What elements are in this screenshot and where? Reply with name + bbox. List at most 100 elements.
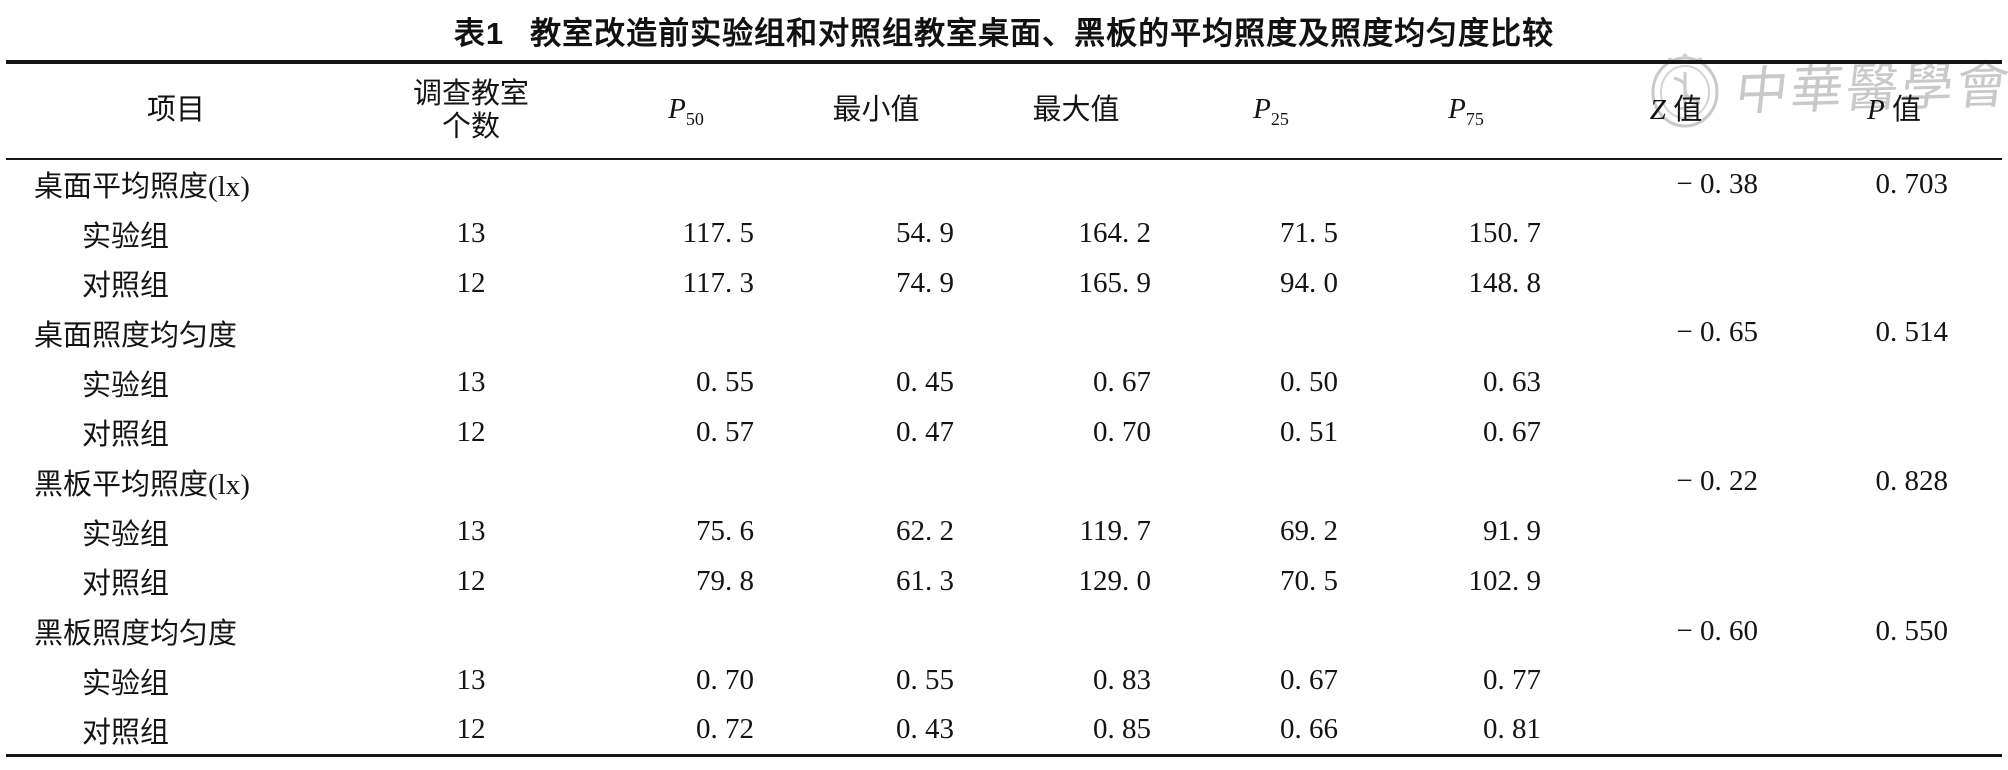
item-label-cell: 桌面平均照度(lx) — [34, 171, 250, 204]
value-cell: 0. 63 — [1483, 366, 1541, 399]
value-cell: 12 — [456, 415, 486, 448]
value-cell: 129. 0 — [1078, 564, 1152, 597]
value-cell: 0. 67 — [1483, 415, 1541, 448]
item-label-cell: 对照组 — [82, 568, 170, 601]
value-cell: 12 — [456, 713, 486, 746]
value-cell: 0. 50 — [1280, 366, 1338, 399]
value-cell: 71. 5 — [1280, 217, 1338, 250]
item-label-cell: 对照组 — [82, 716, 170, 749]
value-cell: 164. 2 — [1078, 217, 1152, 250]
column-header-min: 最小值 — [832, 94, 920, 127]
value-cell: 165. 9 — [1078, 266, 1152, 299]
value-cell: 69. 2 — [1280, 515, 1338, 548]
value-cell: 0. 828 — [1875, 465, 1949, 498]
value-cell — [596, 457, 776, 507]
value-cell — [1566, 358, 1786, 408]
table-number: 表1 — [453, 16, 505, 51]
value-cell: 0. 67 — [1280, 664, 1338, 697]
value-cell: 0. 514 — [1875, 316, 1949, 349]
value-cell — [976, 457, 1176, 507]
value-cell: 0. 47 — [896, 415, 954, 448]
value-cell: 0. 57 — [696, 415, 754, 448]
value-cell — [976, 159, 1176, 209]
value-cell: 0. 45 — [896, 366, 954, 399]
value-cell: 13 — [456, 217, 486, 250]
value-cell: 150. 7 — [1468, 217, 1542, 250]
value-cell: − 0. 60 — [1676, 614, 1758, 647]
table-row-group: 对照组 12 0. 72 0. 43 0. 85 0. 66 0. 81 — [6, 706, 2002, 756]
column-header-p50: P50 — [668, 92, 704, 129]
value-cell — [1566, 209, 1786, 259]
value-cell: 119. 7 — [1079, 515, 1151, 548]
value-cell: 0. 70 — [1093, 415, 1151, 448]
column-header-p-value: P 值 — [1867, 94, 1921, 127]
value-cell — [346, 606, 596, 656]
column-header-item: 项目 — [146, 94, 205, 127]
value-cell: 0. 66 — [1280, 713, 1338, 746]
value-cell: 148. 8 — [1468, 266, 1542, 299]
value-cell: 117. 3 — [682, 266, 754, 299]
item-label-cell: 黑板照度均匀度 — [34, 618, 238, 651]
table-caption: 表1 教室改造前实验组和对照组教室桌面、黑板的平均照度及照度均匀度比较 — [0, 0, 2008, 56]
value-cell — [776, 606, 976, 656]
value-cell — [1176, 606, 1366, 656]
value-cell — [1366, 308, 1566, 358]
value-cell: 0. 703 — [1875, 167, 1949, 200]
journal-watermark: 中華醫學會 — [1646, 50, 2008, 130]
value-cell — [976, 606, 1176, 656]
item-label-cell: 实验组 — [82, 220, 170, 253]
value-cell — [1176, 457, 1366, 507]
item-label-cell: 实验组 — [82, 518, 170, 551]
value-cell — [976, 308, 1176, 358]
item-label-cell: 实验组 — [82, 667, 170, 700]
table-row-group: 实验组 13 75. 6 62. 2 119. 7 69. 2 91. 9 — [6, 507, 2002, 557]
value-cell: 12 — [456, 564, 486, 597]
value-cell — [346, 308, 596, 358]
value-cell: 74. 9 — [896, 266, 954, 299]
column-header-classroom-count: 调查教室 个数 — [412, 77, 529, 143]
value-cell: 94. 0 — [1280, 266, 1338, 299]
value-cell — [1176, 308, 1366, 358]
item-label-cell: 对照组 — [82, 270, 170, 303]
value-cell: − 0. 38 — [1676, 167, 1758, 200]
value-cell — [1566, 258, 1786, 308]
table-header: 项目 调查教室 个数 P50 最小值 最大值 P25 P75 Z 值 P 值 — [6, 62, 2002, 159]
value-cell — [1566, 407, 1786, 457]
value-cell — [1566, 656, 1786, 706]
value-cell: − 0. 22 — [1676, 465, 1758, 498]
column-header-p25: P25 — [1253, 92, 1289, 129]
value-cell — [596, 606, 776, 656]
column-header-p75: P75 — [1448, 92, 1484, 129]
data-table: 项目 调查教室 个数 P50 最小值 最大值 P25 P75 Z 值 P 值 桌面平均照度(lx)… — [6, 60, 2002, 757]
value-cell: 91. 9 — [1483, 515, 1541, 548]
value-cell: 0. 43 — [896, 713, 954, 746]
value-cell: 13 — [456, 515, 486, 548]
value-cell — [1366, 457, 1566, 507]
table-row-group: 实验组 13 0. 70 0. 55 0. 83 0. 67 0. 77 — [6, 656, 2002, 706]
table-row-group: 实验组 13 117. 5 54. 9 164. 2 71. 5 150. 7 — [6, 209, 2002, 259]
value-cell — [1786, 656, 2002, 706]
value-cell — [1786, 407, 2002, 457]
value-cell — [776, 159, 976, 209]
value-cell: 102. 9 — [1468, 564, 1542, 597]
value-cell — [596, 308, 776, 358]
value-cell: 13 — [456, 664, 486, 697]
value-cell — [1366, 159, 1566, 209]
table-row-section: 桌面照度均匀度 − 0. 65 0. 514 — [6, 308, 2002, 358]
value-cell: 0. 55 — [696, 366, 754, 399]
table-row-group: 对照组 12 117. 3 74. 9 165. 9 94. 0 148. 8 — [6, 258, 2002, 308]
value-cell: 13 — [456, 366, 486, 399]
value-cell: 12 — [456, 266, 486, 299]
value-cell — [1786, 706, 2002, 756]
value-cell: 0. 550 — [1875, 614, 1949, 647]
table-row-section: 桌面平均照度(lx) − 0. 38 0. 703 — [6, 159, 2002, 209]
value-cell — [596, 159, 776, 209]
table-row-section: 黑板平均照度(lx) − 0. 22 0. 828 — [6, 457, 2002, 507]
item-label-cell: 桌面照度均匀度 — [34, 319, 238, 352]
value-cell: 75. 6 — [696, 515, 754, 548]
value-cell: 0. 55 — [896, 664, 954, 697]
value-cell: 62. 2 — [896, 515, 954, 548]
value-cell: 0. 83 — [1093, 664, 1151, 697]
value-cell: 54. 9 — [896, 217, 954, 250]
